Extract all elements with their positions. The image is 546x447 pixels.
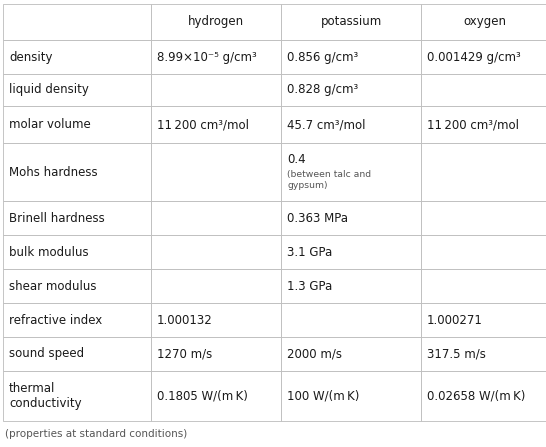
Bar — [3, 201, 151, 235]
Text: 8.99×10⁻⁵ g/cm³: 8.99×10⁻⁵ g/cm³ — [157, 51, 257, 63]
Bar — [421, 235, 546, 269]
Text: 1.000271: 1.000271 — [427, 313, 483, 326]
Text: refractive index: refractive index — [9, 313, 102, 326]
Bar — [421, 4, 546, 40]
Bar — [281, 269, 421, 303]
Text: 317.5 m/s: 317.5 m/s — [427, 347, 486, 360]
Text: 0.828 g/cm³: 0.828 g/cm³ — [287, 84, 358, 97]
Bar — [421, 201, 546, 235]
Text: 0.001429 g/cm³: 0.001429 g/cm³ — [427, 51, 521, 63]
Text: potassium: potassium — [321, 16, 382, 29]
Text: 45.7 cm³/mol: 45.7 cm³/mol — [287, 118, 365, 131]
Bar — [421, 371, 546, 421]
Text: 0.363 MPa: 0.363 MPa — [287, 211, 348, 224]
Bar — [281, 106, 421, 143]
Text: 0.02658 W/(m K): 0.02658 W/(m K) — [427, 389, 525, 402]
Bar — [3, 4, 151, 40]
Bar — [421, 303, 546, 337]
Bar — [281, 4, 421, 40]
Bar — [151, 143, 281, 201]
Text: (properties at standard conditions): (properties at standard conditions) — [5, 429, 187, 439]
Text: bulk modulus: bulk modulus — [9, 245, 88, 258]
Text: 1.000132: 1.000132 — [157, 313, 213, 326]
Text: 0.1805 W/(m K): 0.1805 W/(m K) — [157, 389, 248, 402]
Text: Brinell hardness: Brinell hardness — [9, 211, 105, 224]
Bar — [151, 106, 281, 143]
Text: liquid density: liquid density — [9, 84, 89, 97]
Bar — [421, 269, 546, 303]
Bar — [281, 303, 421, 337]
Bar — [151, 74, 281, 106]
Bar — [281, 143, 421, 201]
Bar — [421, 106, 546, 143]
Bar — [3, 106, 151, 143]
Bar — [3, 269, 151, 303]
Bar — [421, 74, 546, 106]
Bar — [3, 235, 151, 269]
Bar — [421, 337, 546, 371]
Bar — [281, 201, 421, 235]
Bar — [3, 337, 151, 371]
Text: 0.856 g/cm³: 0.856 g/cm³ — [287, 51, 358, 63]
Bar — [3, 143, 151, 201]
Text: thermal
conductivity: thermal conductivity — [9, 381, 81, 410]
Text: Mohs hardness: Mohs hardness — [9, 165, 98, 178]
Text: 11 200 cm³/mol: 11 200 cm³/mol — [427, 118, 519, 131]
Bar — [421, 143, 546, 201]
Bar — [151, 371, 281, 421]
Text: density: density — [9, 51, 52, 63]
Text: shear modulus: shear modulus — [9, 279, 97, 292]
Text: 1270 m/s: 1270 m/s — [157, 347, 212, 360]
Bar — [151, 235, 281, 269]
Bar — [421, 40, 546, 74]
Bar — [151, 269, 281, 303]
Text: hydrogen: hydrogen — [188, 16, 244, 29]
Bar — [3, 303, 151, 337]
Bar — [151, 201, 281, 235]
Bar — [3, 40, 151, 74]
Text: 1.3 GPa: 1.3 GPa — [287, 279, 333, 292]
Text: sound speed: sound speed — [9, 347, 84, 360]
Text: oxygen: oxygen — [464, 16, 507, 29]
Text: molar volume: molar volume — [9, 118, 91, 131]
Bar — [3, 74, 151, 106]
Bar — [281, 371, 421, 421]
Bar — [281, 40, 421, 74]
Bar — [151, 303, 281, 337]
Text: 11 200 cm³/mol: 11 200 cm³/mol — [157, 118, 249, 131]
Text: 0.4: 0.4 — [287, 153, 306, 166]
Text: 100 W/(m K): 100 W/(m K) — [287, 389, 359, 402]
Bar — [151, 4, 281, 40]
Bar — [281, 235, 421, 269]
Bar — [3, 371, 151, 421]
Bar — [151, 337, 281, 371]
Text: (between talc and
gypsum): (between talc and gypsum) — [287, 170, 371, 190]
Text: 2000 m/s: 2000 m/s — [287, 347, 342, 360]
Text: 3.1 GPa: 3.1 GPa — [287, 245, 333, 258]
Bar — [281, 337, 421, 371]
Bar — [151, 40, 281, 74]
Bar — [281, 74, 421, 106]
